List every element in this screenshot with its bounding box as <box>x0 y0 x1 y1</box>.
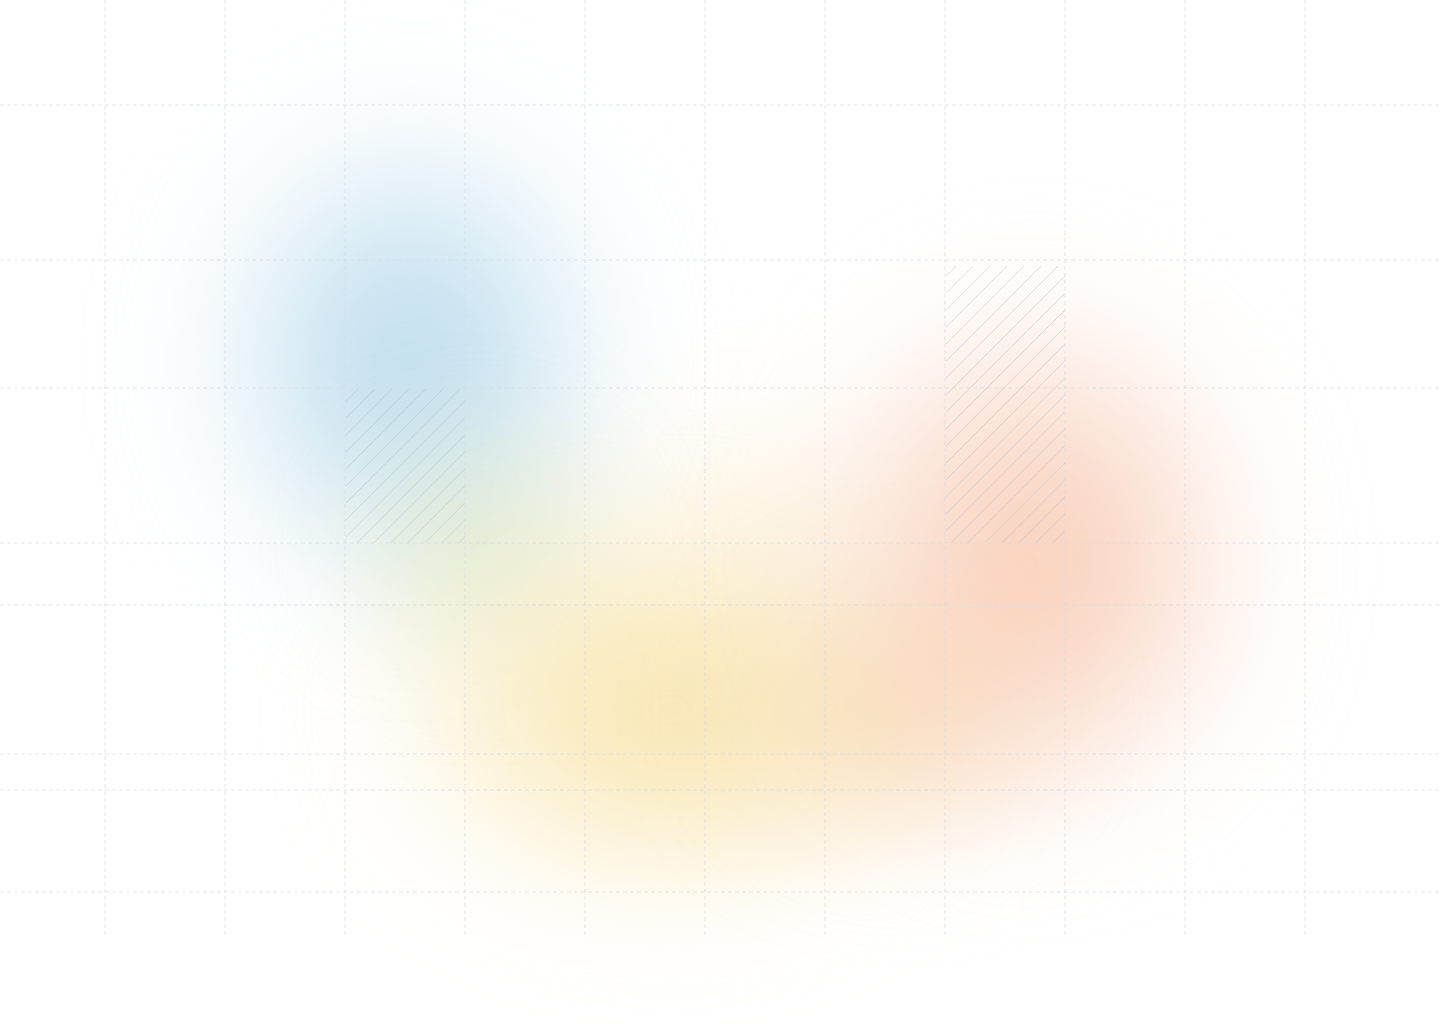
hatched-cell-right <box>946 266 1065 543</box>
grid-horizontal-lines <box>0 104 1440 893</box>
hatched-cell-left <box>346 389 465 543</box>
grid-vertical-lines <box>104 0 1306 935</box>
